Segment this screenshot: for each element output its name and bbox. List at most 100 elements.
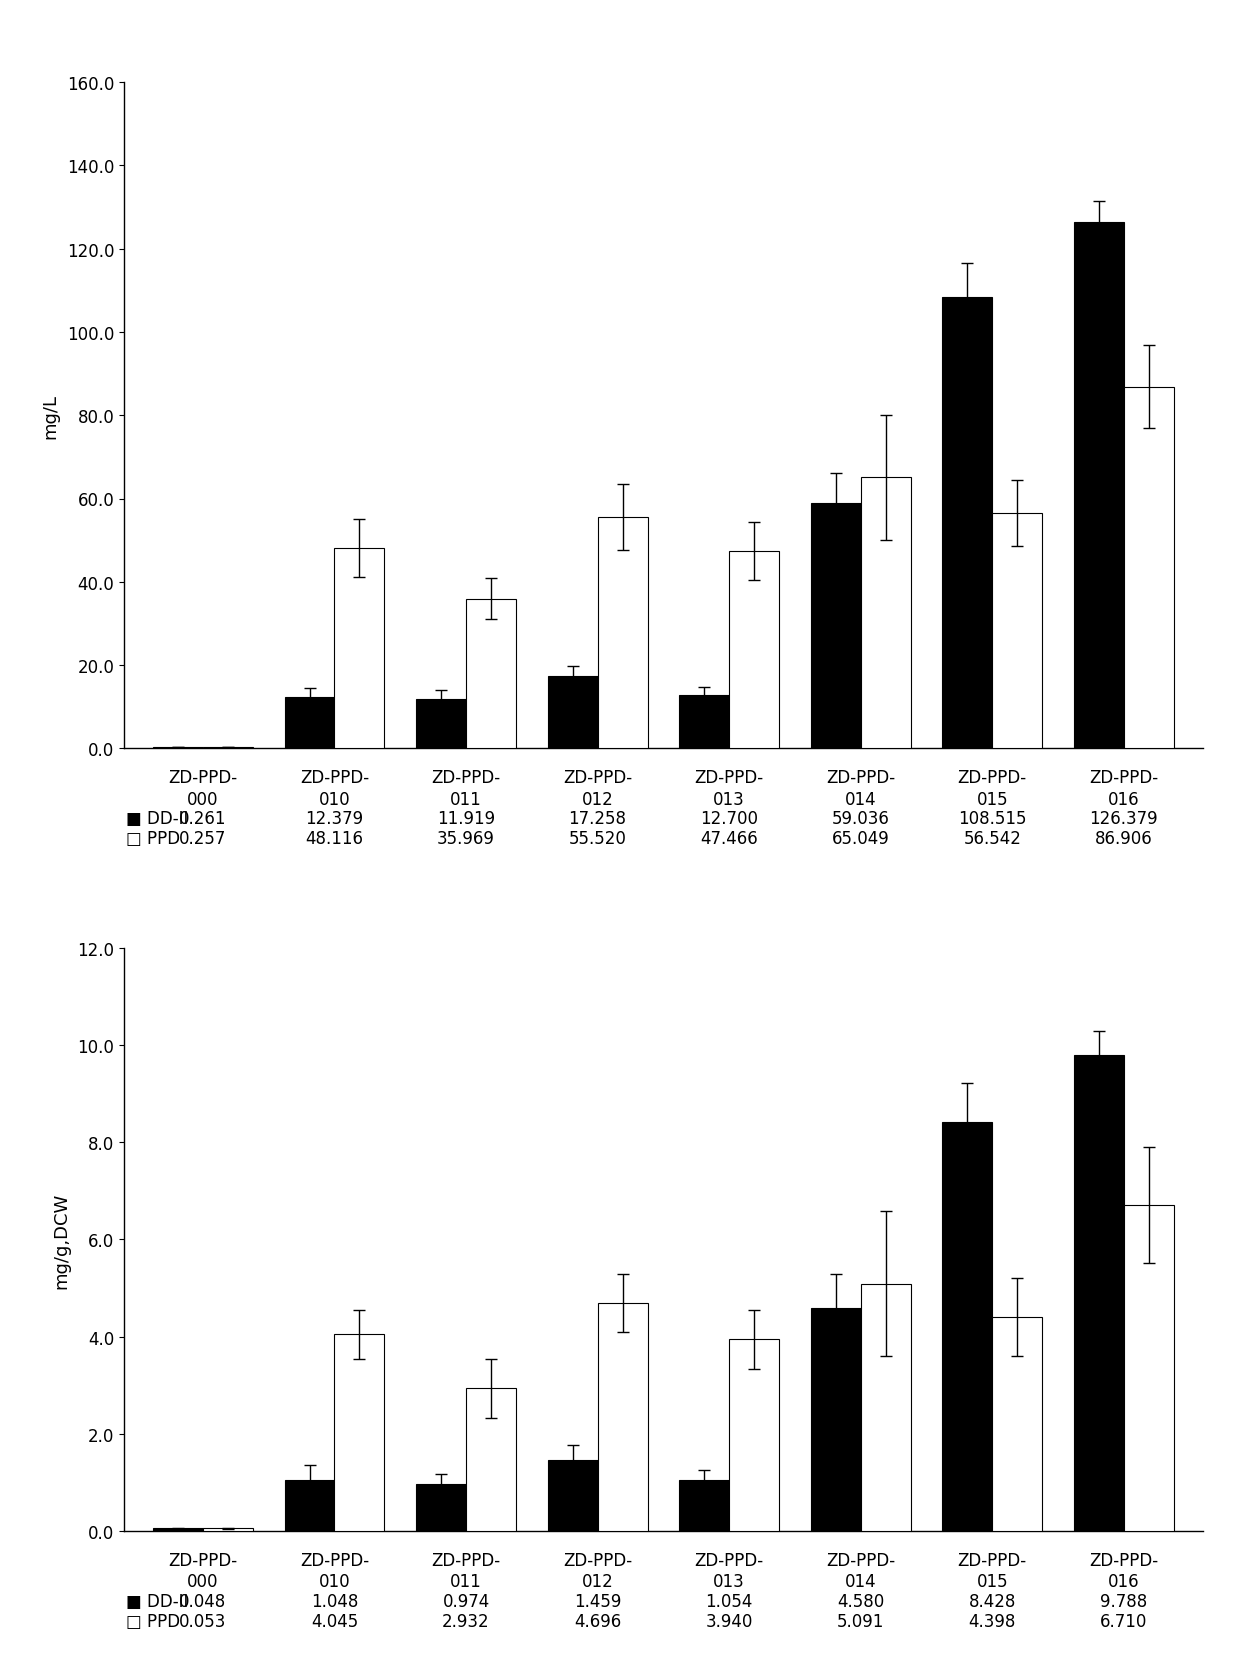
Text: ZD-PPD-: ZD-PPD- — [957, 769, 1027, 787]
Text: 6.710: 6.710 — [1100, 1612, 1147, 1629]
Text: 5.091: 5.091 — [837, 1612, 884, 1629]
Text: ZD-PPD-: ZD-PPD- — [169, 1551, 238, 1569]
Text: 0.261: 0.261 — [180, 810, 227, 827]
Text: 1.048: 1.048 — [311, 1592, 358, 1609]
Text: 55.520: 55.520 — [569, 830, 626, 847]
Text: ZD-PPD-: ZD-PPD- — [563, 1551, 632, 1569]
Bar — [811, 503, 861, 749]
Text: 1.459: 1.459 — [574, 1592, 621, 1609]
Text: 48.116: 48.116 — [305, 830, 363, 847]
Bar — [942, 298, 992, 749]
Text: 014: 014 — [844, 1572, 877, 1591]
Text: 015: 015 — [976, 1572, 1008, 1591]
Bar — [861, 1285, 910, 1531]
Bar — [992, 1318, 1043, 1531]
Bar — [1123, 1205, 1174, 1531]
Y-axis label: mg/g,DCW: mg/g,DCW — [52, 1191, 71, 1288]
Text: 17.258: 17.258 — [569, 810, 626, 827]
Text: 4.398: 4.398 — [968, 1612, 1016, 1629]
Text: ZD-PPD-: ZD-PPD- — [1089, 1551, 1158, 1569]
Text: 0.974: 0.974 — [443, 1592, 490, 1609]
Bar — [992, 514, 1043, 749]
Text: 000: 000 — [187, 1572, 218, 1591]
Bar — [1074, 223, 1123, 749]
Text: ■ DD-II: ■ DD-II — [126, 810, 188, 827]
Text: 000: 000 — [187, 790, 218, 809]
Bar — [466, 1388, 516, 1531]
Text: 9.788: 9.788 — [1100, 1592, 1147, 1609]
Text: 65.049: 65.049 — [832, 830, 889, 847]
Bar — [548, 677, 598, 749]
Bar — [548, 1459, 598, 1531]
Text: 016: 016 — [1109, 790, 1140, 809]
Bar — [466, 599, 516, 749]
Text: 014: 014 — [844, 790, 877, 809]
Bar — [1123, 388, 1174, 749]
Bar — [861, 478, 910, 749]
Text: 011: 011 — [450, 790, 482, 809]
Text: 12.700: 12.700 — [701, 810, 758, 827]
Text: 015: 015 — [976, 790, 1008, 809]
Text: ZD-PPD-: ZD-PPD- — [563, 769, 632, 787]
Bar — [729, 551, 779, 749]
Text: 8.428: 8.428 — [968, 1592, 1016, 1609]
Text: ZD-PPD-: ZD-PPD- — [1089, 769, 1158, 787]
Text: 3.940: 3.940 — [706, 1612, 753, 1629]
Bar — [811, 1308, 861, 1531]
Text: ZD-PPD-: ZD-PPD- — [826, 1551, 895, 1569]
Text: ZD-PPD-: ZD-PPD- — [432, 769, 501, 787]
Bar — [680, 1479, 729, 1531]
Text: ZD-PPD-: ZD-PPD- — [694, 769, 764, 787]
Text: 012: 012 — [582, 1572, 614, 1591]
Text: 4.580: 4.580 — [837, 1592, 884, 1609]
Text: □ PPD: □ PPD — [126, 1612, 181, 1629]
Text: 59.036: 59.036 — [832, 810, 889, 827]
Bar — [598, 1303, 647, 1531]
Text: 0.048: 0.048 — [180, 1592, 227, 1609]
Text: ZD-PPD-: ZD-PPD- — [432, 1551, 501, 1569]
Text: 2.932: 2.932 — [443, 1612, 490, 1629]
Text: 47.466: 47.466 — [701, 830, 758, 847]
Bar — [598, 518, 647, 749]
Text: 12.379: 12.379 — [305, 810, 363, 827]
Text: 013: 013 — [713, 1572, 745, 1591]
Text: 86.906: 86.906 — [1095, 830, 1153, 847]
Text: 013: 013 — [713, 790, 745, 809]
Text: 0.257: 0.257 — [180, 830, 227, 847]
Bar — [680, 696, 729, 749]
Bar — [417, 699, 466, 749]
Text: ■ DD-II: ■ DD-II — [126, 1592, 188, 1609]
Bar — [335, 1335, 384, 1531]
Text: 010: 010 — [319, 790, 351, 809]
Text: ZD-PPD-: ZD-PPD- — [300, 769, 370, 787]
Bar — [284, 697, 335, 749]
Bar — [335, 549, 384, 749]
Text: ZD-PPD-: ZD-PPD- — [957, 1551, 1027, 1569]
Text: 4.696: 4.696 — [574, 1612, 621, 1629]
Bar — [153, 1529, 203, 1531]
Bar — [417, 1484, 466, 1531]
Text: 016: 016 — [1109, 1572, 1140, 1591]
Text: ZD-PPD-: ZD-PPD- — [826, 769, 895, 787]
Text: ZD-PPD-: ZD-PPD- — [300, 1551, 370, 1569]
Text: 011: 011 — [450, 1572, 482, 1591]
Text: 012: 012 — [582, 790, 614, 809]
Text: □ PPD: □ PPD — [126, 830, 181, 847]
Bar — [942, 1122, 992, 1531]
Text: 1.054: 1.054 — [706, 1592, 753, 1609]
Text: 4.045: 4.045 — [311, 1612, 358, 1629]
Text: ZD-PPD-: ZD-PPD- — [169, 769, 238, 787]
Text: 35.969: 35.969 — [438, 830, 495, 847]
Text: 126.379: 126.379 — [1090, 810, 1158, 827]
Text: 56.542: 56.542 — [963, 830, 1022, 847]
Text: 010: 010 — [319, 1572, 351, 1591]
Bar — [729, 1340, 779, 1531]
Bar — [1074, 1057, 1123, 1531]
Text: 11.919: 11.919 — [436, 810, 495, 827]
Text: 0.053: 0.053 — [180, 1612, 227, 1629]
Y-axis label: mg/L: mg/L — [42, 393, 60, 439]
Text: 108.515: 108.515 — [959, 810, 1027, 827]
Bar — [203, 1528, 253, 1531]
Bar — [284, 1479, 335, 1531]
Text: ZD-PPD-: ZD-PPD- — [694, 1551, 764, 1569]
